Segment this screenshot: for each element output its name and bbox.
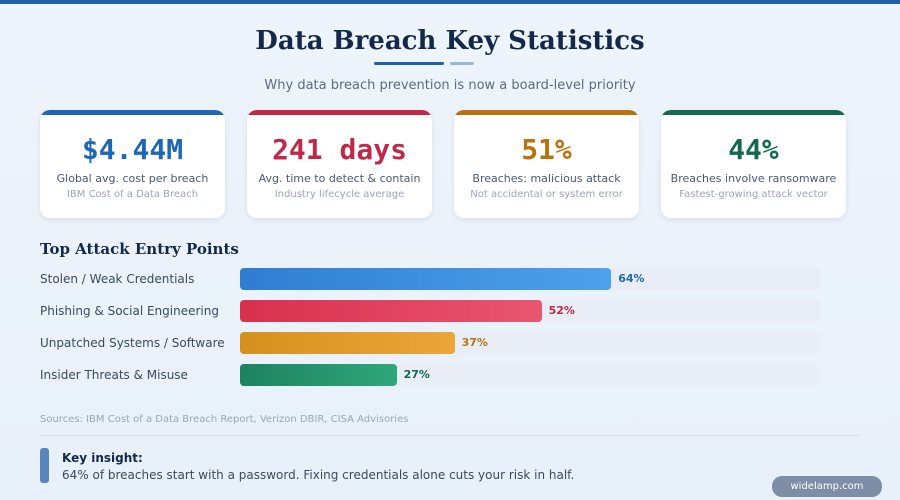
stat-note: Fastest-growing attack vector — [679, 189, 828, 200]
insight-marker — [40, 448, 49, 483]
card-accent-bar — [454, 110, 639, 115]
card-accent-bar — [661, 110, 846, 115]
stat-value: 44% — [728, 133, 779, 166]
bar-data-label: 27% — [403, 368, 430, 381]
stat-note: Industry lifecycle average — [274, 189, 405, 200]
bar-category-label: Phishing & Social Engineering — [40, 304, 219, 318]
bar-track: 27% — [240, 364, 820, 386]
watermark-badge: widelamp.com — [772, 476, 882, 497]
bar-track: 64% — [240, 268, 820, 290]
stat-note: Not accidental or system error — [470, 189, 623, 200]
stat-label: Global avg. cost per breach — [56, 172, 209, 185]
stat-card-ransomware: 44% Breaches involve ransomware Fastest-… — [661, 110, 846, 218]
card-accent-bar — [247, 110, 432, 115]
bar-phishing — [240, 300, 542, 322]
stat-label: Avg. time to detect & contain — [258, 172, 421, 185]
chart-title: Top Attack Entry Points — [40, 240, 239, 258]
stat-card-breach-cost: $4.44M Global avg. cost per breach IBM C… — [40, 110, 225, 218]
title-underline-secondary — [450, 62, 474, 65]
stat-value: 241 days — [272, 133, 407, 166]
page-title: Data Breach Key Statistics — [255, 26, 645, 56]
bar-category-label: Stolen / Weak Credentials — [40, 272, 195, 286]
stat-value: 51% — [521, 133, 572, 166]
bar-credentials — [240, 268, 612, 290]
stat-label: Breaches involve ransomware — [670, 172, 837, 185]
top-accent-bar — [0, 0, 900, 4]
bar-data-label: 52% — [548, 304, 575, 317]
bar-insider — [240, 364, 397, 386]
bar-category-label: Unpatched Systems / Software — [40, 336, 225, 350]
insight-text: 64% of breaches start with a password. F… — [62, 468, 575, 482]
stat-value: $4.44M — [81, 133, 184, 166]
stat-label: Breaches: malicious attack — [472, 172, 621, 185]
stat-card-detection-time: 241 days Avg. time to detect & contain I… — [247, 110, 432, 218]
stat-card-malicious-attack: 51% Breaches: malicious attack Not accid… — [454, 110, 639, 218]
card-accent-bar — [40, 110, 225, 115]
stat-note: IBM Cost of a Data Breach — [66, 189, 199, 200]
bar-track: 37% — [240, 332, 820, 354]
sources-note: Sources: IBM Cost of a Data Breach Repor… — [40, 414, 409, 425]
bar-category-label: Insider Threats & Misuse — [40, 368, 188, 382]
page-subtitle: Why data breach prevention is now a boar… — [264, 78, 636, 93]
bar-data-label: 37% — [461, 336, 488, 349]
bar-data-label: 64% — [618, 272, 645, 285]
insight-heading: Key insight: — [62, 451, 143, 465]
bar-track: 52% — [240, 300, 820, 322]
title-underline — [374, 62, 444, 65]
bar-unpatched — [240, 332, 455, 354]
footer-divider — [40, 435, 860, 436]
